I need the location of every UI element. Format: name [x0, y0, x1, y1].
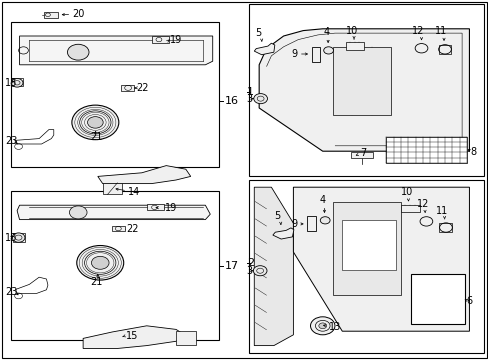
Text: 22: 22 — [126, 224, 139, 234]
Circle shape — [253, 266, 266, 276]
Bar — [410, 274, 464, 324]
Polygon shape — [20, 36, 212, 65]
Bar — [12, 78, 23, 86]
Circle shape — [77, 246, 123, 280]
Text: 10: 10 — [345, 26, 358, 36]
Text: 21: 21 — [90, 276, 102, 287]
Text: 4: 4 — [319, 195, 325, 205]
Text: 10: 10 — [400, 187, 412, 197]
Circle shape — [439, 223, 451, 232]
Bar — [332, 202, 400, 295]
Text: 15: 15 — [126, 330, 138, 341]
Text: 5: 5 — [274, 211, 280, 221]
Text: 7: 7 — [359, 148, 366, 158]
Text: 11: 11 — [434, 26, 447, 36]
Text: 6: 6 — [465, 296, 471, 306]
Text: 12: 12 — [416, 199, 428, 209]
Bar — [332, 47, 390, 115]
Bar — [146, 204, 163, 210]
Circle shape — [419, 217, 432, 226]
Circle shape — [323, 47, 333, 54]
Text: 12: 12 — [411, 26, 424, 36]
Bar — [342, 220, 395, 270]
Bar — [438, 45, 450, 54]
Circle shape — [414, 44, 427, 53]
Bar — [345, 42, 364, 50]
Circle shape — [87, 117, 103, 128]
Bar — [121, 85, 134, 91]
Text: 9: 9 — [290, 49, 297, 59]
Text: 19: 19 — [165, 203, 177, 213]
Text: 2: 2 — [246, 258, 254, 268]
Text: 8: 8 — [469, 147, 476, 157]
Circle shape — [91, 256, 109, 269]
Circle shape — [12, 233, 25, 242]
Bar — [400, 205, 419, 212]
Polygon shape — [254, 43, 274, 55]
Bar — [438, 223, 451, 232]
Text: 23: 23 — [5, 136, 17, 146]
Circle shape — [438, 45, 450, 54]
Text: 19: 19 — [170, 35, 182, 45]
Circle shape — [67, 44, 89, 60]
Text: 18: 18 — [5, 233, 17, 243]
Text: 21: 21 — [90, 132, 102, 142]
Polygon shape — [272, 228, 293, 239]
Text: 18: 18 — [5, 78, 17, 88]
Polygon shape — [98, 166, 190, 184]
Text: 16: 16 — [224, 96, 239, 106]
Bar — [249, 4, 483, 176]
Bar — [386, 137, 466, 163]
Text: 5: 5 — [255, 28, 261, 38]
Polygon shape — [17, 205, 210, 220]
Bar — [11, 22, 219, 167]
Text: 22: 22 — [136, 83, 148, 93]
Circle shape — [72, 105, 119, 140]
Bar — [11, 191, 219, 340]
Text: 9: 9 — [290, 219, 297, 229]
Polygon shape — [293, 187, 468, 331]
Bar — [13, 233, 25, 242]
Circle shape — [320, 217, 329, 224]
Text: 14: 14 — [128, 186, 140, 197]
Circle shape — [253, 94, 267, 104]
Bar — [249, 180, 483, 353]
Text: 11: 11 — [435, 206, 448, 216]
Polygon shape — [83, 326, 185, 348]
Text: 3: 3 — [245, 266, 252, 276]
Text: 3: 3 — [245, 94, 252, 104]
Bar — [151, 36, 168, 43]
Bar — [112, 226, 124, 231]
Polygon shape — [259, 29, 468, 151]
Bar — [311, 47, 319, 62]
Circle shape — [69, 206, 87, 219]
Circle shape — [318, 323, 326, 329]
Text: 13: 13 — [328, 321, 340, 332]
Bar — [306, 216, 315, 231]
Circle shape — [11, 78, 23, 87]
Text: 17: 17 — [224, 261, 239, 271]
Text: 1: 1 — [246, 87, 253, 97]
Bar — [44, 12, 58, 18]
Text: 23: 23 — [5, 287, 17, 297]
Bar — [176, 331, 195, 345]
Bar — [102, 183, 122, 194]
Bar — [350, 152, 372, 158]
Polygon shape — [254, 187, 293, 346]
Text: 4: 4 — [323, 27, 329, 37]
Circle shape — [310, 317, 334, 335]
Text: 20: 20 — [72, 9, 84, 19]
